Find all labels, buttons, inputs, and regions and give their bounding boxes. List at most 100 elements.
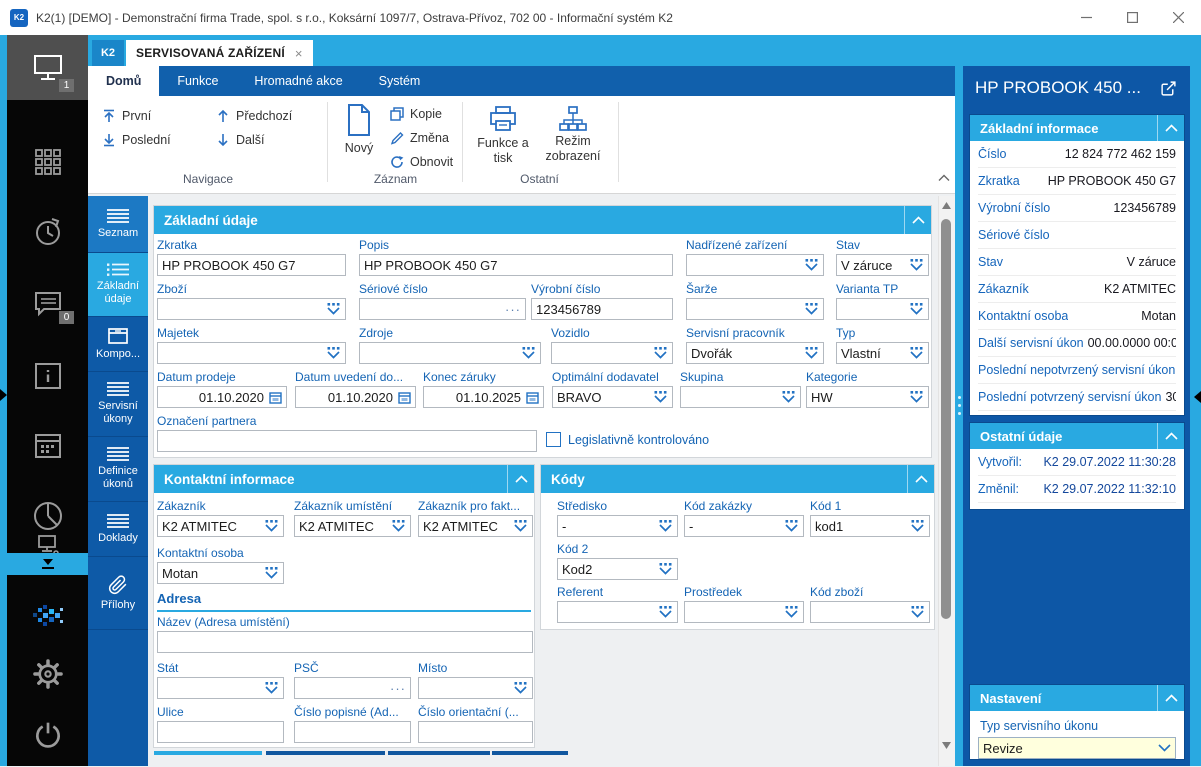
dropdown-icon [265, 567, 278, 579]
sidebar-item-history[interactable] [7, 203, 88, 261]
sidebar-collapse-button[interactable] [7, 553, 88, 575]
nav-item-zakladni-udaje[interactable]: Základní údaje [88, 253, 148, 317]
sidebar-item-k2-fluid[interactable] [7, 587, 88, 645]
list-lines-icon [107, 208, 129, 223]
first-button[interactable]: První [102, 106, 151, 126]
grid-icon [34, 149, 61, 175]
collapse-section-button[interactable] [507, 465, 534, 493]
previous-button[interactable]: Předchozí [216, 106, 292, 126]
field-skupina: Skupina [680, 370, 801, 408]
section-header: Nastavení [970, 685, 1184, 711]
dropdown-icon [522, 347, 535, 359]
tab-k2[interactable]: K2 [92, 40, 124, 66]
field-stredisko: Středisko - [557, 499, 678, 537]
scrollbar-thumb[interactable] [941, 219, 951, 619]
field-zakaznik: Zákazník K2 ATMITEC [157, 499, 284, 537]
dropdown-icon [327, 303, 340, 315]
collapse-section-button[interactable] [907, 465, 934, 493]
chevron-up-icon [1164, 124, 1178, 132]
field-kod-2: Kód 2 Kod2 [557, 542, 678, 580]
collapse-section-button[interactable] [1157, 685, 1184, 711]
refresh-button[interactable]: Obnovit [390, 152, 453, 172]
section-kontaktni-informace: Kontaktní informace Zákazník K2 ATMITEC … [153, 464, 535, 748]
view-mode-button[interactable]: Režim zobrazení [540, 106, 606, 164]
window-title: K2(1) [DEMO] - Demonstrační firma Trade,… [36, 10, 673, 25]
field-legislativne-kontrolovano: Legislativně kontrolováno [546, 432, 709, 447]
change-button[interactable]: Změna [390, 128, 449, 148]
field-ulice: Ulice [157, 705, 284, 743]
scroll-down-icon[interactable] [942, 742, 951, 749]
collapse-section-button[interactable] [1157, 423, 1184, 449]
new-button[interactable]: Nový [336, 104, 382, 156]
copy-button[interactable]: Kopie [390, 104, 442, 124]
field-misto: Místo [418, 661, 533, 699]
info-row: Zkratka HP PROBOOK 450 G7 [978, 168, 1176, 195]
dropdown-icon [392, 520, 405, 532]
dropdown-icon [659, 563, 672, 575]
nav-item-definice-ukonu[interactable]: Definice úkonů [88, 437, 148, 502]
next-button[interactable]: Další [216, 130, 264, 150]
monitor-icon [33, 54, 62, 80]
scroll-up-icon[interactable] [942, 202, 951, 209]
power-icon [35, 722, 60, 748]
chevron-up-icon [914, 475, 928, 483]
nav-item-komponenty[interactable]: Kompo... [88, 317, 148, 372]
sidebar-item-calendar[interactable] [7, 417, 88, 475]
field-oznaceni-partnera: Označení partnera [157, 414, 537, 452]
ribbon-tab-hromadne-akce[interactable]: Hromadné akce [254, 74, 343, 88]
page-indicator[interactable] [266, 751, 385, 755]
k2-app-icon: K2 [10, 8, 28, 27]
tab-servisovana-zarizeni[interactable]: SERVISOVANÁ ZAŘÍZENÍ × [126, 40, 313, 66]
last-button[interactable]: Poslední [102, 130, 171, 150]
dropdown-icon [910, 259, 923, 271]
field-datum-uvedeni: Datum uvedení do... 01.10.2020 [295, 370, 416, 408]
dropdown-icon [785, 520, 798, 532]
section-kody: Kódy Středisko - Kód zakázky - Kód 1 kod… [540, 464, 935, 630]
service-type-label: Typ servisního úkonu [980, 719, 1099, 733]
sidebar-item-info[interactable] [7, 347, 88, 405]
maximize-button[interactable] [1109, 0, 1155, 35]
field-vyrobni-cislo: Výrobní číslo 123456789 [531, 282, 673, 320]
page-indicator[interactable] [388, 751, 490, 755]
page-indicator[interactable] [492, 751, 568, 755]
nav-item-seznam[interactable]: Seznam [88, 196, 148, 253]
nav-item-prilohy[interactable]: Přílohy [88, 557, 148, 630]
nav-item-doklady[interactable]: Doklady [88, 502, 148, 557]
open-record-button[interactable] [1160, 80, 1177, 97]
ribbon-tab-domu[interactable]: Domů [88, 66, 160, 96]
sidebar-item-desktop[interactable]: 1 [7, 35, 88, 100]
sidebar-item-modules[interactable] [7, 133, 88, 191]
arrow-down-bar-icon [104, 134, 114, 147]
field-servisni-pracovnik: Servisní pracovník Dvořák [686, 326, 824, 364]
tab-close-icon[interactable]: × [294, 45, 303, 61]
collapse-section-button[interactable] [1157, 115, 1184, 141]
collapse-section-button[interactable] [904, 206, 931, 234]
sidebar-item-settings[interactable] [7, 645, 88, 703]
ribbon-tab-system[interactable]: Systém [378, 74, 421, 88]
panel-section-zakladni-informace: Základní informace Číslo 12 824 772 462 1… [969, 114, 1185, 416]
chevron-up-icon [911, 216, 925, 224]
section-header: Kontaktní informace [154, 465, 534, 493]
dropdown-icon [514, 520, 527, 532]
page-indicator-active[interactable] [154, 751, 262, 755]
sidebar-item-reports[interactable] [7, 487, 88, 545]
dropdown-icon [911, 606, 924, 618]
nav-item-servisni-ukony[interactable]: Servisní úkony [88, 372, 148, 437]
left-edge-handle[interactable] [0, 389, 7, 401]
info-row: Vytvořil: K2 29.07.2022 11:30:28 [978, 449, 1176, 476]
k2-logo-icon [32, 605, 63, 626]
sidebar-item-messages[interactable]: 0 [7, 275, 88, 333]
service-type-combo[interactable]: Revize [978, 737, 1176, 759]
close-button[interactable] [1155, 0, 1201, 35]
panel-splitter[interactable] [955, 66, 963, 766]
right-edge-handle[interactable] [1194, 391, 1201, 403]
function-print-button[interactable]: Funkce a tisk [472, 106, 534, 166]
checkbox[interactable] [546, 432, 561, 447]
sidebar-item-power[interactable] [7, 707, 88, 765]
minimize-button[interactable] [1063, 0, 1109, 35]
section-header: Základní údaje [154, 206, 931, 234]
chevron-up-icon [1164, 694, 1178, 702]
ribbon-collapse-button[interactable] [938, 174, 950, 182]
ribbon-tab-funkce[interactable]: Funkce [177, 74, 219, 88]
